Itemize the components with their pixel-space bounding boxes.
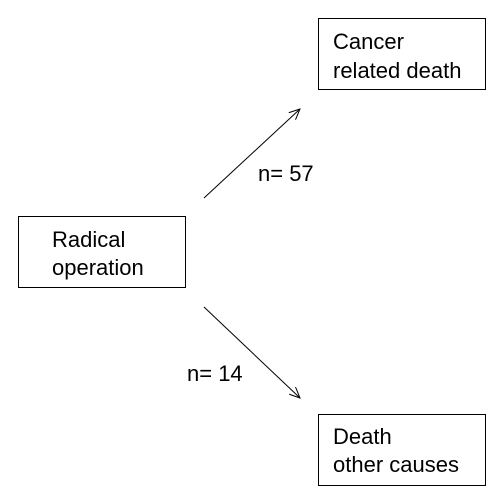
cancer-related-death-line1: Cancer: [333, 29, 404, 54]
arrow-to-other-causes: [203, 306, 300, 398]
cancer-related-death-line2: related death: [333, 58, 462, 83]
arrow-to-cancer-death: [203, 109, 300, 199]
death-other-causes-line2: other causes: [333, 452, 459, 477]
death-other-causes-line1: Death: [333, 424, 392, 449]
edge-label-other-count: n= 14: [187, 361, 243, 386]
death-other-causes-box: [318, 414, 486, 486]
edge-label-cancer-count: n= 57: [258, 161, 314, 186]
radical-operation-box: [18, 216, 186, 288]
radical-operation-line2: operation: [52, 255, 144, 280]
radical-operation-line1: Radical: [52, 227, 126, 252]
cancer-related-death-box: [318, 18, 486, 90]
